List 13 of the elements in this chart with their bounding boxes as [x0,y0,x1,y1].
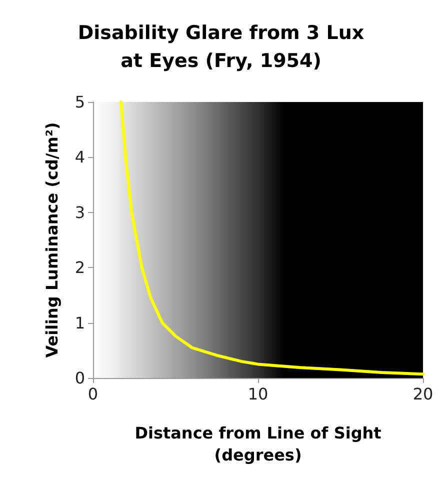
y-tick-label: 0 [74,368,85,388]
x-axis-title: Distance from Line of Sight (degrees) [134,424,382,464]
line-series [120,100,424,376]
y-tick-label: 1 [74,313,85,332]
y-axis-title: Veiling Luminance (cd/m²) [42,122,62,358]
y-tick-label: 4 [74,148,85,167]
y-tick-label: 2 [74,258,85,278]
y-tick-label: 5 [74,92,85,112]
x-tick-label: 0 [88,384,98,404]
x-tick-label: 10 [248,384,268,404]
x-tick-label: 20 [412,384,434,404]
chart-title: Disability Glare from 3 Lux at Eyes (Fry, 1954) [78,22,364,72]
y-tick-label: 3 [74,202,85,222]
